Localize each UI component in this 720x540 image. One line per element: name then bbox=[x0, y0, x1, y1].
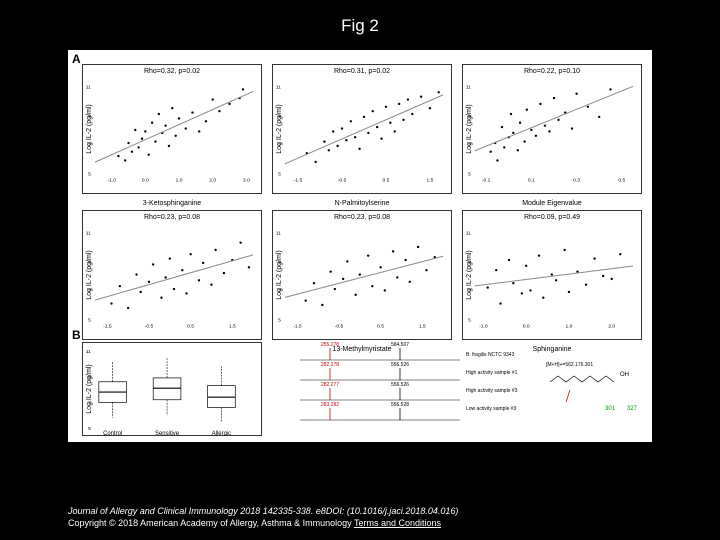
svg-text:-0.5: -0.5 bbox=[338, 177, 347, 183]
svg-text:11: 11 bbox=[86, 230, 91, 236]
figure-canvas: A B C Log IL-2 (pg/ml)3-KetosphinganineR… bbox=[68, 50, 652, 442]
svg-text:556.526: 556.526 bbox=[391, 382, 409, 388]
svg-text:2.0: 2.0 bbox=[608, 323, 615, 329]
rho-annotation: Rho=0.23, p=0.08 bbox=[144, 214, 200, 221]
svg-text:11: 11 bbox=[466, 84, 471, 90]
svg-text:OH: OH bbox=[620, 372, 629, 378]
svg-text:0.5: 0.5 bbox=[383, 177, 390, 183]
svg-text:1.5: 1.5 bbox=[426, 177, 433, 183]
panel-a-label: A bbox=[72, 52, 81, 66]
svg-text:-1.5: -1.5 bbox=[293, 323, 302, 329]
svg-text:Control: Control bbox=[103, 431, 122, 436]
scatter-ylabel: Log IL-2 (pg/ml) bbox=[86, 250, 93, 299]
svg-text:282.277: 282.277 bbox=[321, 382, 339, 388]
svg-text:1.0: 1.0 bbox=[566, 323, 573, 329]
scatter-ylabel: Log IL-2 (pg/ml) bbox=[466, 250, 473, 299]
svg-text:3.0: 3.0 bbox=[243, 177, 250, 183]
scatter-ylabel: Log IL-2 (pg/ml) bbox=[86, 104, 93, 153]
scatter-plot: Log IL-2 (pg/ml)N-PalmitoylserineRho=0.3… bbox=[272, 64, 452, 194]
svg-text:11: 11 bbox=[86, 84, 91, 90]
svg-text:5: 5 bbox=[88, 171, 91, 177]
svg-text:-1.0: -1.0 bbox=[479, 323, 488, 329]
svg-text:556.528: 556.528 bbox=[391, 402, 409, 408]
figure-title: Fig 2 bbox=[0, 0, 720, 36]
svg-text:556.526: 556.526 bbox=[391, 362, 409, 368]
svg-text:1.5: 1.5 bbox=[419, 323, 426, 329]
svg-text:5: 5 bbox=[468, 171, 471, 177]
panel-b-label: B bbox=[72, 328, 81, 342]
copyright-text: Copyright © 2018 American Academy of All… bbox=[68, 518, 441, 528]
scatter-xlabel: N-Palmitoylserine bbox=[273, 200, 451, 207]
svg-text:-0.1: -0.1 bbox=[482, 177, 491, 183]
svg-text:5: 5 bbox=[88, 317, 91, 323]
svg-text:0.0: 0.0 bbox=[142, 177, 149, 183]
svg-text:High activity sample #3: High activity sample #3 bbox=[466, 388, 518, 394]
svg-text:B. fragilis NCTC 9343: B. fragilis NCTC 9343 bbox=[466, 352, 515, 358]
rho-annotation: Rho=0.23, p=0.08 bbox=[334, 214, 390, 221]
terms-link[interactable]: Terms and Conditions bbox=[354, 518, 441, 528]
svg-text:-0.5: -0.5 bbox=[145, 323, 154, 329]
svg-text:-1.5: -1.5 bbox=[294, 177, 303, 183]
rho-annotation: Rho=0.32, p=0.02 bbox=[144, 68, 200, 75]
scatter-xlabel: 3-Ketosphinganine bbox=[83, 200, 261, 207]
svg-text:5: 5 bbox=[88, 426, 91, 432]
svg-text:[M+H]+=562.176.301: [M+H]+=562.176.301 bbox=[546, 362, 593, 368]
svg-text:0.5: 0.5 bbox=[618, 177, 625, 183]
svg-text:Low activity sample #3: Low activity sample #3 bbox=[466, 406, 517, 412]
scatter-ylabel: Log IL-2 (pg/ml) bbox=[276, 104, 283, 153]
scatter-ylabel: Log IL-2 (pg/ml) bbox=[466, 104, 473, 153]
svg-text:0.0: 0.0 bbox=[523, 323, 530, 329]
svg-text:11: 11 bbox=[276, 84, 281, 90]
rho-annotation: Rho=0.31, p=0.02 bbox=[334, 68, 390, 75]
svg-text:0.5: 0.5 bbox=[377, 323, 384, 329]
scatter-plot: Log IL-2 (pg/ml)Module EigenvalueRho=0.2… bbox=[462, 64, 642, 194]
svg-text:5: 5 bbox=[278, 317, 281, 323]
svg-text:0.1: 0.1 bbox=[528, 177, 535, 183]
rho-annotation: Rho=0.09, p=0.49 bbox=[524, 214, 580, 221]
svg-text:0.3: 0.3 bbox=[573, 177, 580, 183]
citation-text: Journal of Allergy and Clinical Immunolo… bbox=[68, 506, 458, 516]
svg-text:-1.5: -1.5 bbox=[103, 323, 112, 329]
svg-text:1.0: 1.0 bbox=[176, 177, 183, 183]
svg-text:-0.5: -0.5 bbox=[335, 323, 344, 329]
svg-text:Sensitive: Sensitive bbox=[155, 431, 180, 436]
svg-text:Allergic: Allergic bbox=[212, 431, 231, 436]
svg-text:0.5: 0.5 bbox=[187, 323, 194, 329]
svg-text:327: 327 bbox=[627, 406, 638, 412]
scatter-xlabel: Module Eigenvalue bbox=[463, 200, 641, 207]
svg-text:301: 301 bbox=[605, 406, 616, 412]
svg-text:2.0: 2.0 bbox=[209, 177, 216, 183]
svg-text:High activity sample #1: High activity sample #1 bbox=[466, 370, 518, 376]
rho-annotation: Rho=0.22, p=0.10 bbox=[524, 68, 580, 75]
svg-text:11: 11 bbox=[466, 230, 471, 236]
scatter-plot: Log IL-2 (pg/ml)13-MethylmyristateRho=0.… bbox=[272, 210, 452, 340]
mass-spec-panel: 255.278 584.507 282.278 556.526 282.277 556.5… bbox=[278, 342, 642, 436]
svg-text:255.278: 255.278 bbox=[321, 342, 339, 348]
copyright-prefix: Copyright © 2018 American Academy of All… bbox=[68, 518, 354, 528]
svg-text:11: 11 bbox=[276, 230, 281, 236]
boxplot-panel: Log IL-2 (pg/ml) Control Sensitive Allergi… bbox=[82, 342, 262, 436]
svg-text:11: 11 bbox=[86, 349, 91, 355]
svg-text:-1.0: -1.0 bbox=[107, 177, 116, 183]
svg-text:283.282: 283.282 bbox=[321, 402, 339, 408]
scatter-plot: Log IL-2 (pg/ml)3-KetosphinganineRho=0.3… bbox=[82, 64, 262, 194]
svg-text:584.507: 584.507 bbox=[391, 342, 409, 348]
svg-text:1.5: 1.5 bbox=[229, 323, 236, 329]
scatter-ylabel: Log IL-2 (pg/ml) bbox=[276, 250, 283, 299]
svg-text:5: 5 bbox=[278, 171, 281, 177]
scatter-plot: Log IL-2 (pg/ml)SphinganineRho=0.09, p=0… bbox=[462, 210, 642, 340]
scatter-plot: Log IL-2 (pg/ml)3-HydroxypalmitateRho=0.… bbox=[82, 210, 262, 340]
boxplot-ylabel: Log IL-2 (pg/ml) bbox=[86, 364, 93, 413]
svg-text:5: 5 bbox=[468, 317, 471, 323]
svg-text:282.278: 282.278 bbox=[321, 362, 339, 368]
